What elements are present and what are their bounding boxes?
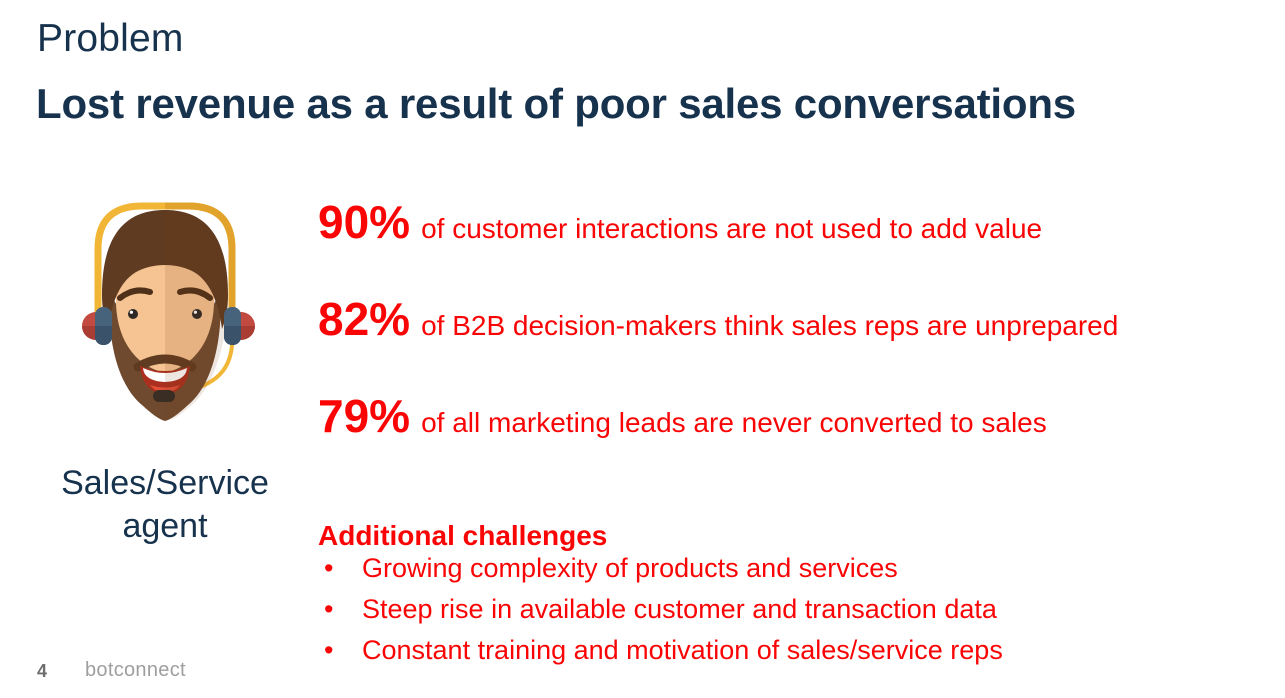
bullet-icon: • bbox=[324, 594, 334, 624]
stat-row-3: 79% of all marketing leads are never conv… bbox=[318, 393, 1047, 451]
sales-agent-illustration bbox=[82, 202, 255, 421]
stat-value: 90% bbox=[318, 196, 411, 248]
challenge-item: • Growing complexity of products and ser… bbox=[318, 548, 1003, 589]
challenges-heading: Additional challenges bbox=[318, 520, 608, 551]
challenge-text: Growing complexity of products and servi… bbox=[362, 553, 898, 583]
stat-text: of all marketing leads are never convert… bbox=[421, 407, 1047, 438]
challenge-item: • Constant training and motivation of sa… bbox=[318, 630, 1003, 671]
stat-row-2: 82% of B2B decision-makers think sales re… bbox=[318, 296, 1118, 354]
stat-value: 82% bbox=[318, 293, 411, 345]
challenges-list: • Growing complexity of products and ser… bbox=[318, 548, 1003, 671]
stat-value: 79% bbox=[318, 390, 411, 442]
bullet-icon: • bbox=[324, 553, 334, 583]
sales-agent-figure bbox=[58, 195, 278, 427]
challenge-text: Steep rise in available customer and tra… bbox=[362, 594, 997, 624]
stat-text: of customer interactions are not used to… bbox=[421, 213, 1043, 244]
stat-row-1: 90% of customer interactions are not used… bbox=[318, 199, 1042, 257]
footer-page-number: 4 bbox=[37, 661, 48, 681]
slide-kicker: Problem bbox=[37, 17, 184, 60]
agent-caption: Sales/Service agent bbox=[61, 464, 269, 545]
challenge-item: • Steep rise in available customer and t… bbox=[318, 589, 1003, 630]
slide-title: Lost revenue as a result of poor sales c… bbox=[36, 80, 1076, 127]
footer-brand: botconnect bbox=[85, 659, 186, 681]
stat-text: of B2B decision-makers think sales reps … bbox=[421, 310, 1119, 341]
bullet-icon: • bbox=[324, 635, 334, 665]
challenge-text: Constant training and motivation of sale… bbox=[362, 635, 1003, 665]
